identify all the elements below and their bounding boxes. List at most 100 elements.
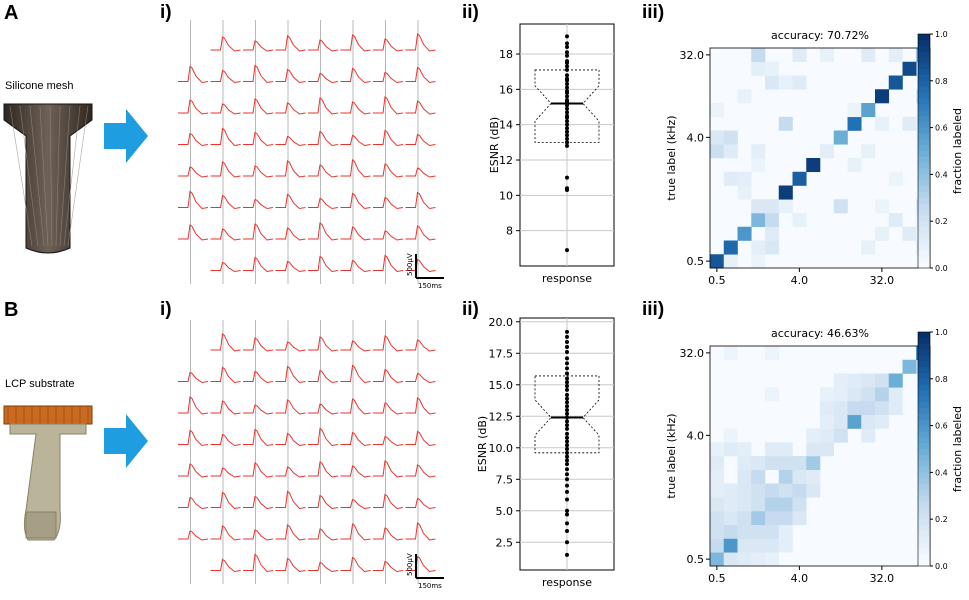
sub-letter-b-iii: iii)	[642, 299, 665, 320]
confusion-cell	[806, 456, 821, 471]
boxplot-point	[565, 411, 569, 416]
trace-waveform	[405, 497, 436, 510]
boxplot-point	[565, 489, 569, 494]
boxplot-tick-label: 16	[499, 83, 513, 96]
colorbar-segment	[918, 115, 930, 123]
trace-waveform	[210, 69, 241, 84]
confusion-cell	[792, 469, 807, 484]
confusion-cell	[765, 240, 780, 255]
colorbar-segment	[918, 460, 930, 468]
boxplot-point	[565, 528, 569, 533]
confusion-ylabel: true label (kHz)	[665, 413, 678, 498]
colorbar-segment	[918, 525, 930, 532]
boxplot-tick-label: 12	[499, 154, 513, 167]
trace-waveform	[405, 225, 436, 241]
colorbar-segment	[918, 57, 930, 64]
confusion-cell	[751, 538, 766, 553]
confusion-cell	[902, 226, 917, 241]
colorbar-segment	[918, 98, 930, 105]
confusion-cell	[806, 428, 821, 443]
trace-waveform	[373, 129, 404, 147]
colorbar-segment	[918, 197, 930, 205]
colorbar-segment	[918, 519, 930, 526]
boxplot-point	[565, 407, 569, 412]
colorbar-segment	[918, 367, 930, 374]
trace-waveform	[178, 396, 209, 415]
sub-letter-a-iii: iii)	[642, 2, 665, 23]
confusion-cell	[792, 497, 807, 512]
boxplot-point	[565, 431, 569, 436]
boxplot-point	[565, 122, 569, 127]
trace-waveform	[373, 230, 404, 241]
confusion-cell	[737, 442, 752, 457]
boxplot-point	[565, 366, 569, 371]
trace-waveform	[340, 398, 371, 415]
colorbar-segment	[918, 466, 930, 473]
trace-waveform	[308, 197, 339, 210]
colorbar-frame	[917, 33, 931, 269]
confusion-cell	[861, 144, 876, 159]
confusion-cell	[875, 226, 890, 241]
boxplot-point	[565, 334, 569, 339]
sub-letter-b-i: i)	[160, 299, 172, 320]
trace-waveform	[308, 369, 339, 384]
trace-waveform	[243, 40, 274, 52]
trace-waveform	[373, 368, 404, 384]
colorbar-segment	[918, 232, 930, 240]
boxplot-tick-label: 10	[499, 189, 513, 202]
colorbar-segment	[918, 127, 930, 134]
trace-waveform	[340, 364, 371, 384]
boxplot-point	[565, 140, 569, 145]
device-label-b: LCP substrate	[5, 378, 75, 390]
traces-grid-b: 500µV 150ms	[178, 320, 444, 590]
colorbar-segment	[918, 238, 930, 246]
confusion-cell	[861, 414, 876, 429]
scale-label-time: 150ms	[418, 582, 442, 590]
boxplot-point	[565, 483, 569, 488]
trace-waveform	[308, 39, 339, 52]
boxplot-point	[565, 512, 569, 517]
colorbar-segment	[918, 215, 930, 222]
colorbar-segment	[918, 51, 930, 58]
confusion-cell	[723, 442, 738, 457]
confusion-cell	[861, 401, 876, 416]
confusion-cell	[778, 456, 793, 471]
trace-waveform	[210, 36, 241, 52]
confusion-cell	[778, 497, 793, 512]
colorbar-segment	[918, 203, 930, 210]
colorbar-segment	[918, 390, 930, 397]
confusion-cell	[778, 524, 793, 539]
trace-waveform	[405, 430, 436, 447]
confusion-cell	[888, 213, 903, 228]
confusion-cell	[751, 511, 766, 526]
trace-waveform	[405, 397, 436, 415]
trace-waveform	[178, 99, 209, 115]
boxplot-point	[565, 82, 569, 87]
boxplot-b: 2.5 5.0 7.5 10.0 12.5 15.0 17.5 20.0 response ESN…	[476, 316, 615, 589]
confusion-cell	[820, 442, 835, 457]
colorbar-segment	[918, 256, 930, 263]
traces-grid-a: 500µV 150ms	[178, 20, 444, 290]
trace-waveform	[308, 427, 339, 447]
trace-waveform	[373, 560, 404, 573]
colorbar-segment	[918, 402, 930, 409]
trace-waveform	[373, 527, 404, 541]
boxplot-point	[565, 415, 569, 420]
trace-waveform	[178, 530, 209, 541]
trace-waveform	[405, 167, 436, 178]
boxplot-point	[565, 44, 569, 49]
trace-waveform	[340, 226, 371, 241]
confusion-cell	[806, 158, 821, 173]
colorbar-segment	[918, 472, 930, 479]
boxplot-ylabel: ESNR (dB)	[488, 117, 501, 173]
trace-waveform	[373, 435, 404, 447]
colorbar-segment	[918, 355, 930, 362]
colorbar-tick-label: 0.4	[935, 468, 948, 477]
confusion-cell	[737, 469, 752, 484]
boxplot-point	[565, 344, 569, 349]
boxplot-tick-label: 15.0	[489, 379, 514, 392]
trace-waveform	[210, 103, 241, 115]
confusion-cell	[751, 158, 766, 173]
confusion-cell	[820, 401, 835, 416]
boxplot-point	[565, 361, 569, 366]
